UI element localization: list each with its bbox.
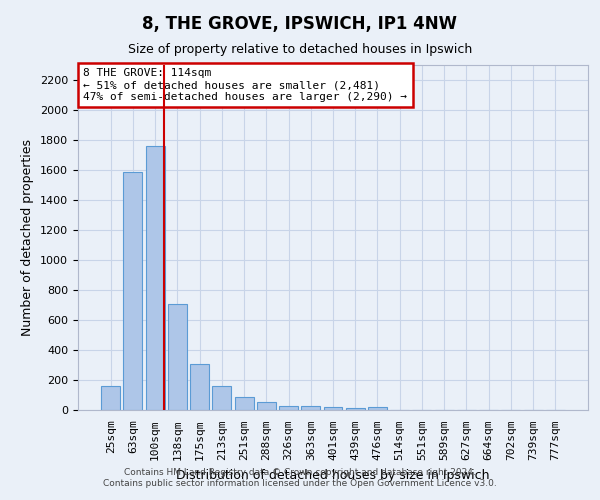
Text: Contains HM Land Registry data © Crown copyright and database right 2024.
Contai: Contains HM Land Registry data © Crown c…	[103, 468, 497, 487]
Bar	[146, 146, 164, 410]
Text: 8 THE GROVE: 114sqm
← 51% of detached houses are smaller (2,481)
47% of semi-det: 8 THE GROVE: 114sqm ← 51% of detached ho…	[83, 68, 407, 102]
Bar	[368, 407, 387, 410]
Bar	[257, 402, 276, 410]
Bar	[301, 406, 320, 410]
Text: 8, THE GROVE, IPSWICH, IP1 4NW: 8, THE GROVE, IPSWICH, IP1 4NW	[143, 15, 458, 33]
Bar	[124, 172, 142, 410]
Bar	[279, 406, 298, 410]
Text: Size of property relative to detached houses in Ipswich: Size of property relative to detached ho…	[128, 42, 472, 56]
Bar	[101, 386, 120, 410]
Bar	[190, 364, 209, 410]
Y-axis label: Number of detached properties: Number of detached properties	[22, 139, 34, 336]
Bar	[323, 407, 343, 410]
Bar	[168, 304, 187, 410]
Bar	[346, 408, 365, 410]
X-axis label: Distribution of detached houses by size in Ipswich: Distribution of detached houses by size …	[176, 468, 490, 481]
Bar	[235, 397, 254, 410]
Bar	[212, 386, 231, 410]
